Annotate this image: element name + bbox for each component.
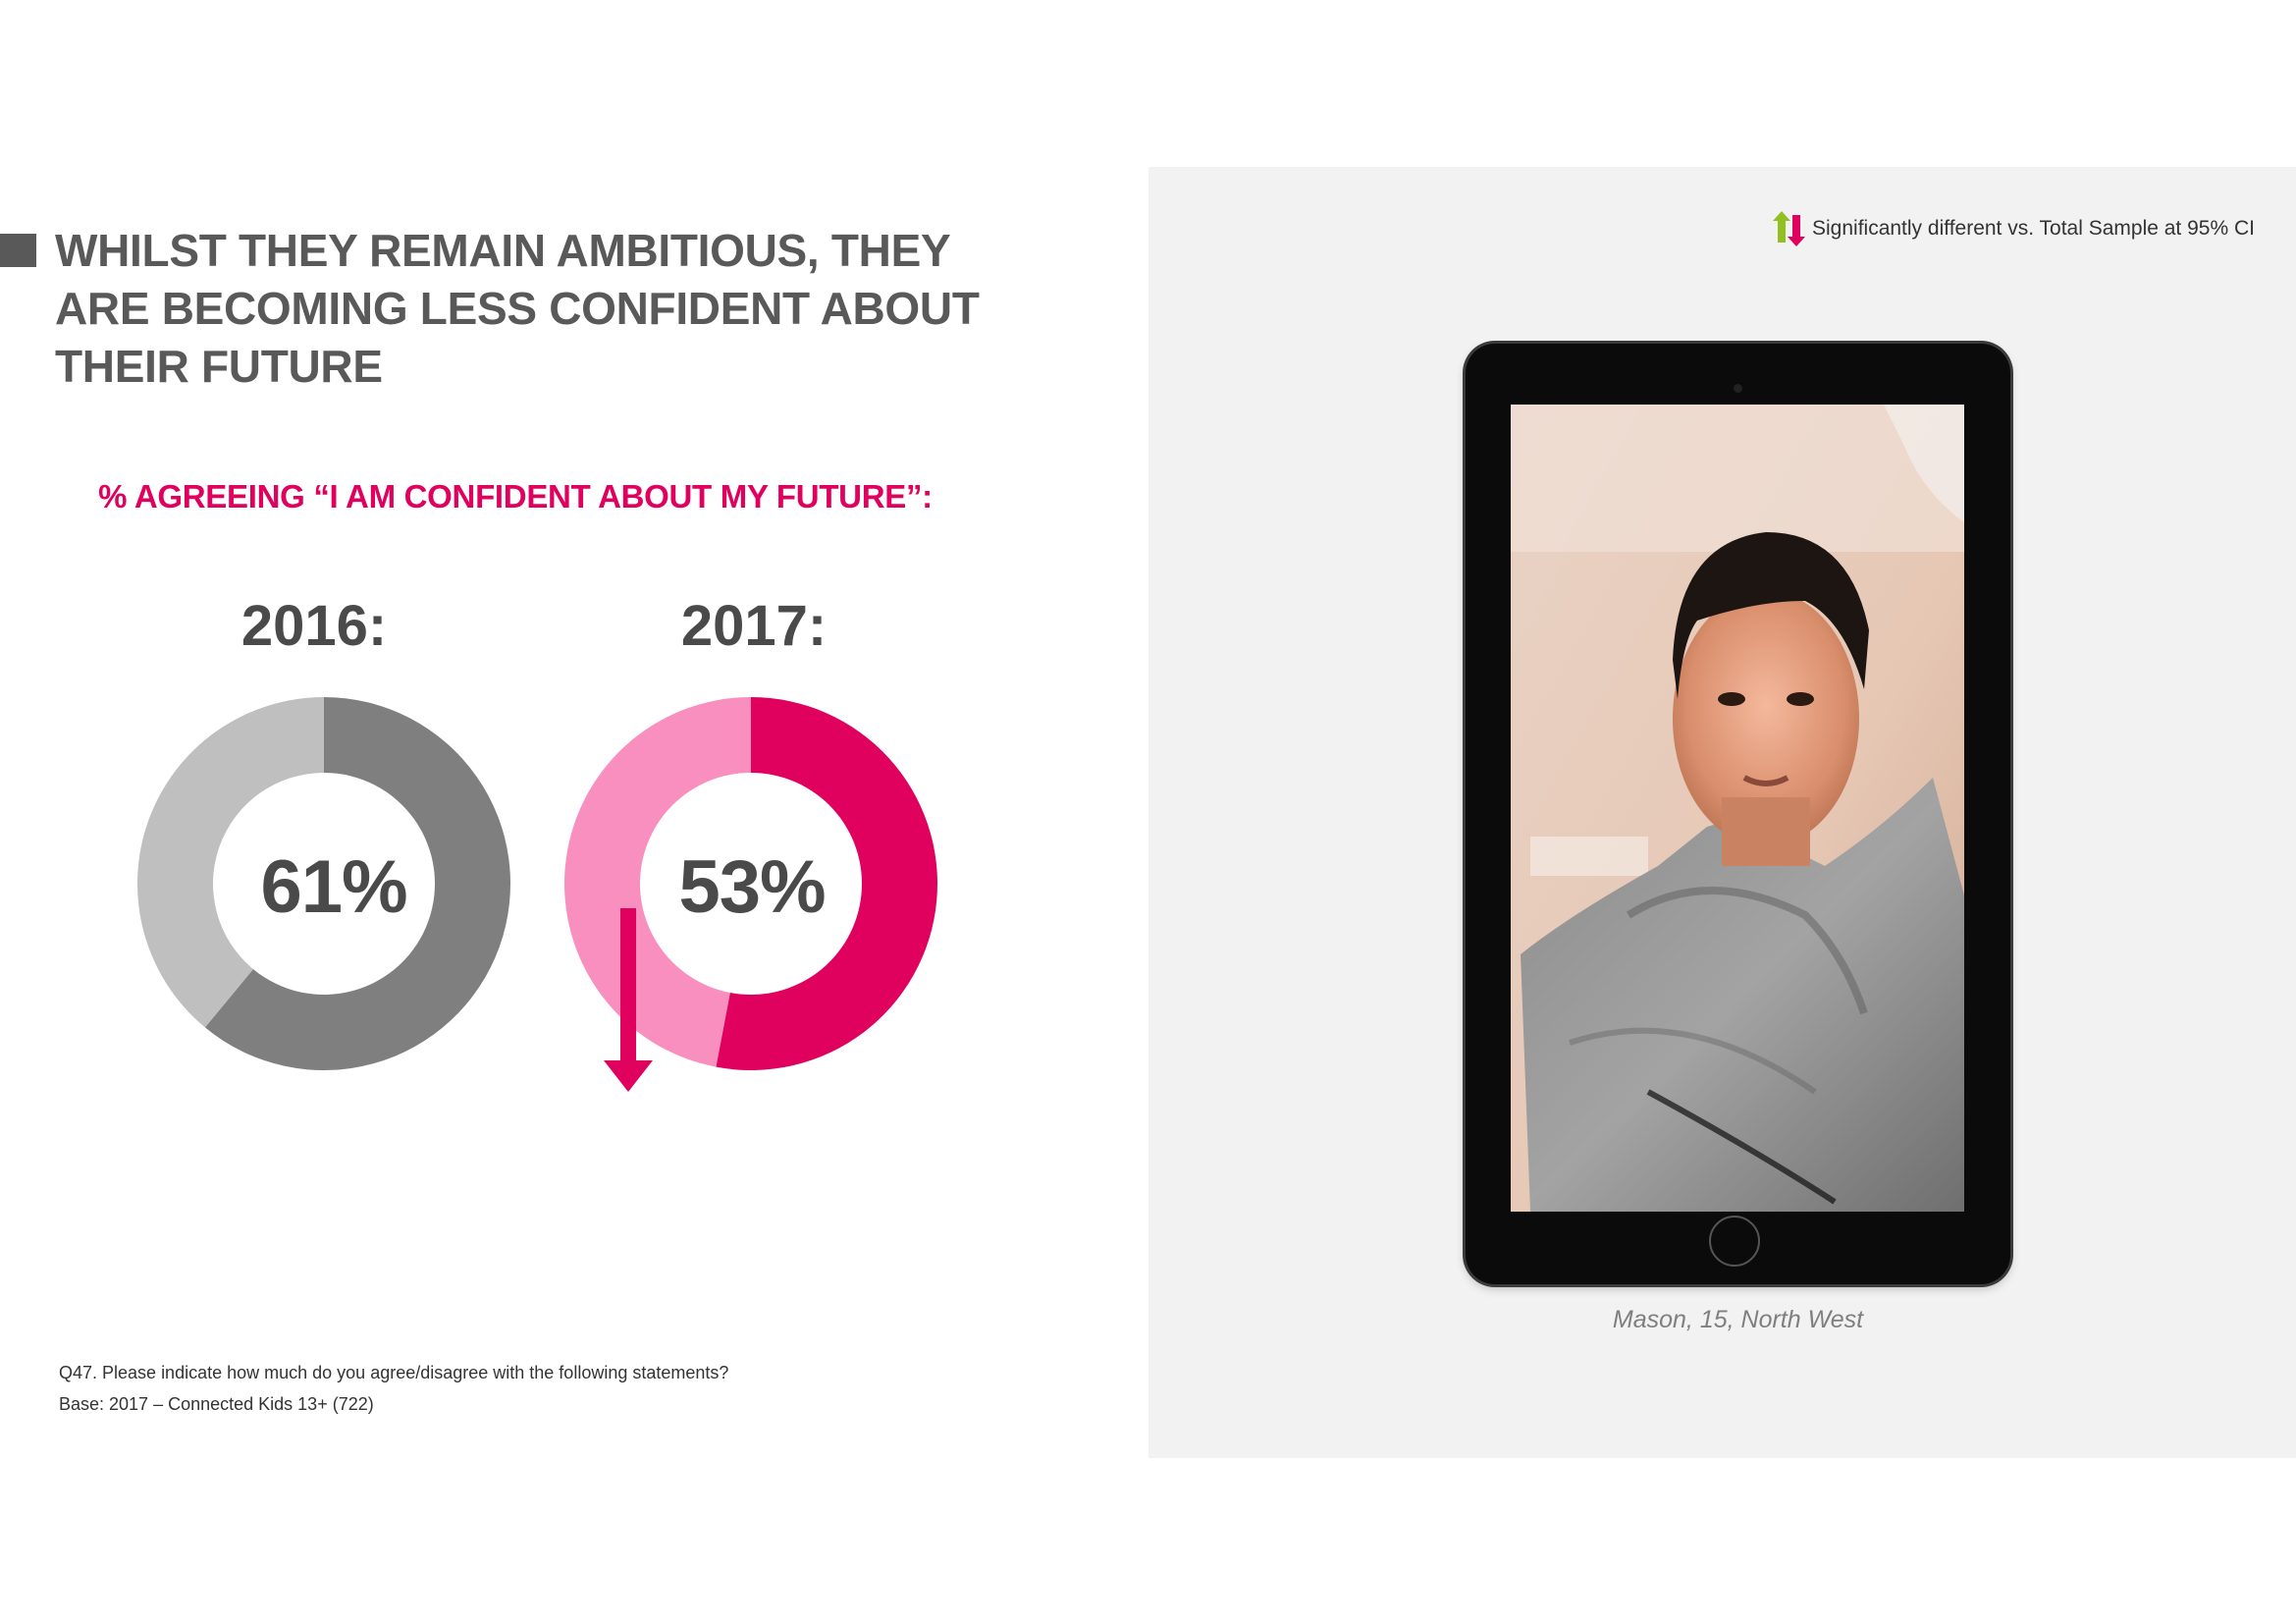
- donut-2016-slice-agree: [204, 697, 510, 1070]
- donut-chart-2017: [563, 697, 937, 1092]
- donut-value-label-2017: 53%: [678, 845, 826, 929]
- donut-2016-slice-remainder: [136, 697, 324, 1028]
- legend-text: Significantly different vs. Total Sample…: [1812, 217, 2255, 240]
- significant-decrease-arrow-icon: [604, 908, 653, 1092]
- donut-value-label-2016: 61%: [260, 845, 407, 929]
- chart-title-2017: 2017:: [680, 594, 828, 658]
- chart-title-2016: 2016:: [240, 594, 388, 658]
- donut-2017-slice-agree: [716, 697, 937, 1070]
- donut-chart-2016: [136, 697, 510, 1070]
- photo-caption: Mason, 15, North West: [1612, 1306, 1864, 1333]
- donut-2017-slice-remainder: [563, 697, 751, 1067]
- significance-legend: Significantly different vs. Total Sample…: [1773, 209, 2255, 248]
- chart-subtitle: % AGREEING “I AM CONFIDENT ABOUT MY FUTU…: [98, 478, 933, 514]
- portrait-photo: [1511, 405, 1964, 1212]
- tablet-camera: [1734, 384, 1742, 393]
- up-down-arrows-icon: [1773, 211, 1805, 246]
- tablet-device: [1466, 344, 2010, 1284]
- page-title: WHILST THEY REMAIN AMBITIOUS, THEY ARE B…: [55, 225, 980, 392]
- question-footnote: Q47. Please indicate how much do you agr…: [59, 1363, 729, 1382]
- home-button: [1709, 1216, 1760, 1267]
- title-marker: [0, 234, 36, 267]
- base-footnote: Base: 2017 – Connected Kids 13+ (722): [59, 1394, 374, 1414]
